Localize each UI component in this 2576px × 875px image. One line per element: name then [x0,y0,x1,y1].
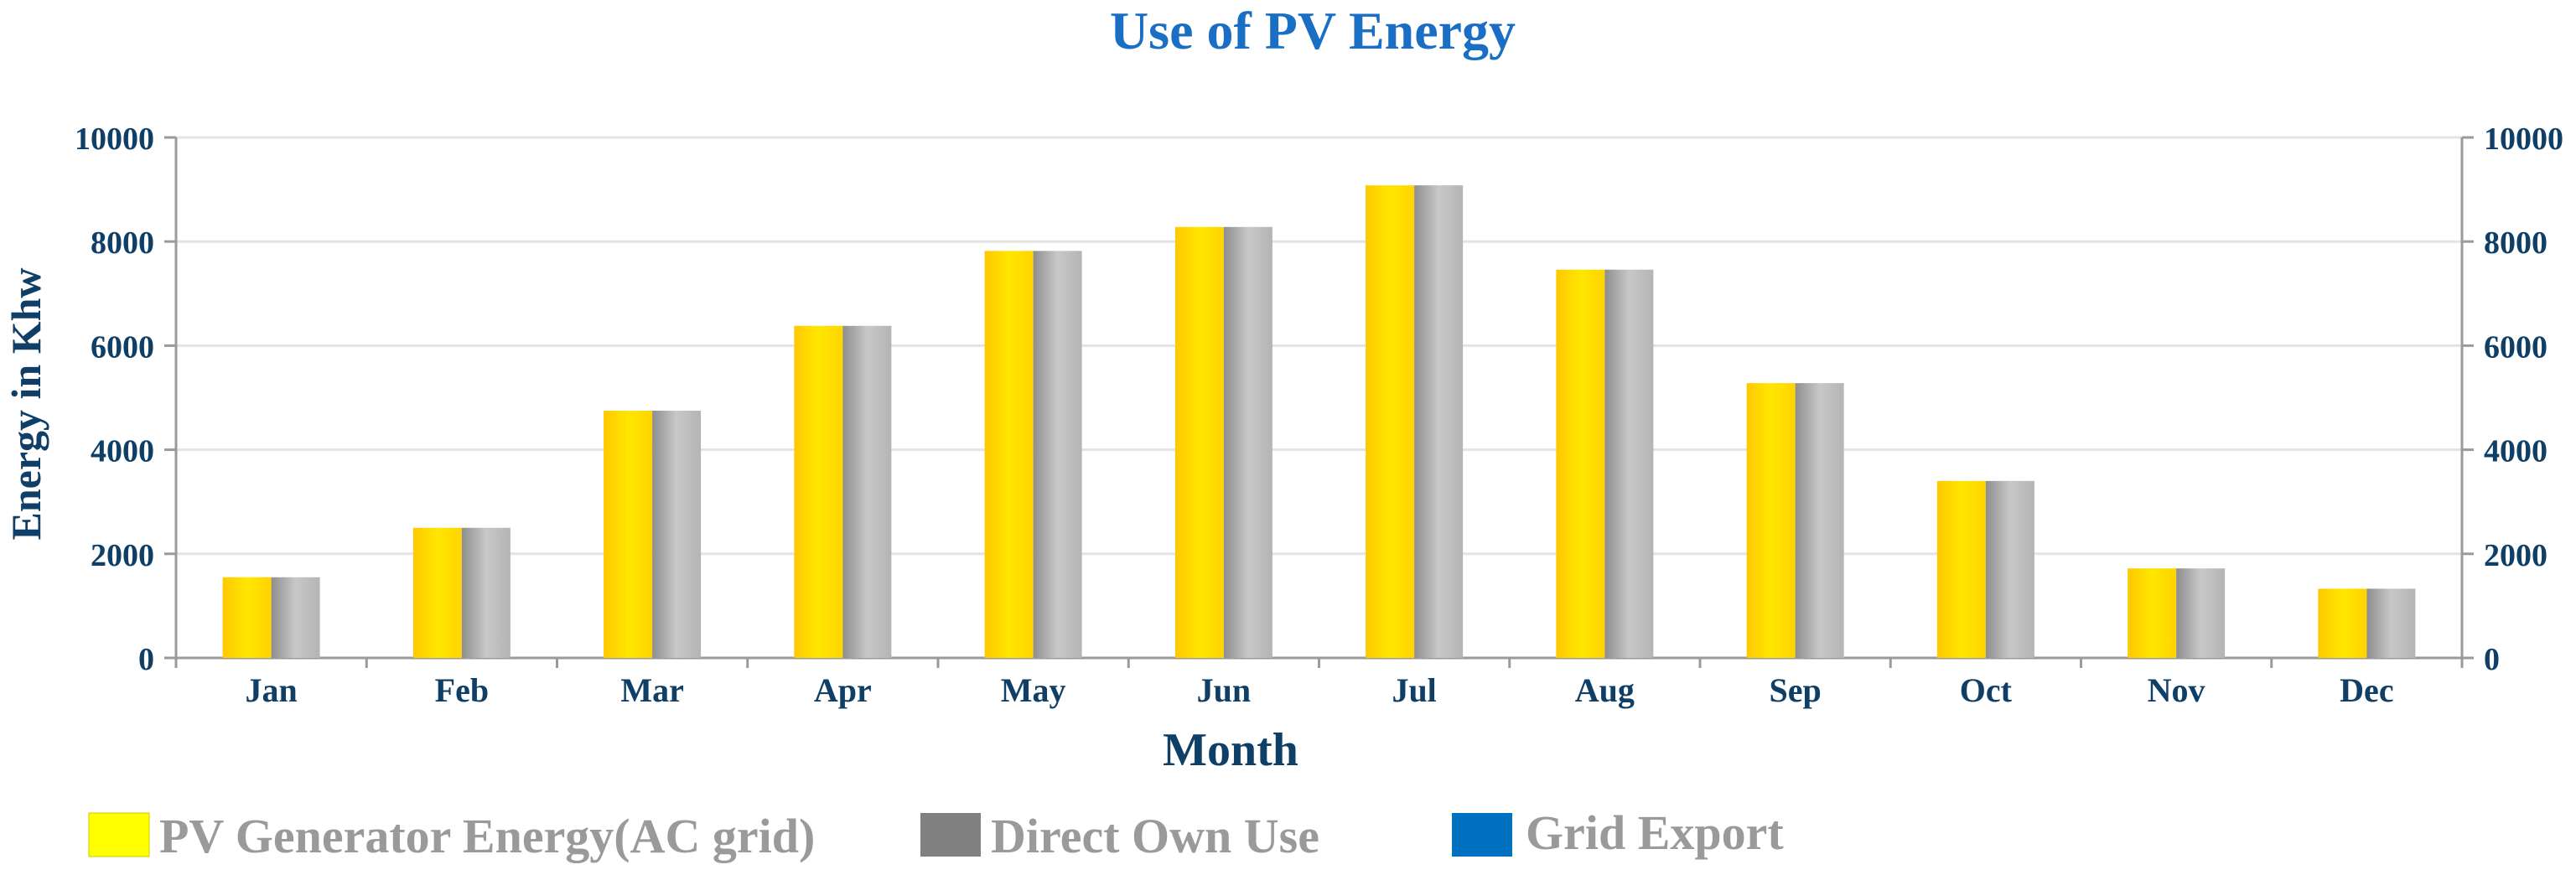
bar-direct-own-use-apr[interactable] [842,325,892,658]
secondary-y-tick-label: 0 [2484,642,2500,677]
legend-item-grid-export[interactable]: Grid Export [1452,805,1784,860]
secondary-y-tick-label: 8000 [2484,225,2547,261]
bar-pv-generator-energy-ac-grid-jun[interactable] [1174,226,1224,658]
x-tick-label: Jun [1197,671,1252,709]
bar-direct-own-use-jul[interactable] [1414,185,1464,658]
secondary-y-tick-label: 6000 [2484,329,2547,365]
bar-direct-own-use-dec[interactable] [2366,588,2416,658]
x-tick-label: May [1001,671,1066,709]
x-tick-label: Nov [2148,671,2205,709]
x-tick-label: Jan [246,671,298,709]
x-tick-label: Dec [2340,671,2393,709]
gridlines [176,136,2462,556]
bar-pv-generator-energy-ac-grid-may[interactable] [984,251,1034,658]
bar-direct-own-use-mar[interactable] [652,411,702,658]
bar-pv-generator-energy-ac-grid-jan[interactable] [222,577,272,658]
secondary-y-tick-label: 2000 [2484,538,2547,573]
x-tick-label: Sep [1770,671,1822,709]
bar-direct-own-use-oct[interactable] [1985,480,2034,658]
y-tick-label: 2000 [91,538,154,573]
bar-pv-generator-energy-ac-grid-oct[interactable] [1936,480,1986,658]
legend-label-grid-export: Grid Export [1526,805,1784,860]
y-tick-labels: 0 2000 4000 6000 8000 10000 [75,122,176,677]
legend-label-pv: PV Generator Energy(AC grid) [159,809,815,863]
bar-direct-own-use-nov[interactable] [2176,568,2226,658]
bar-pv-generator-energy-ac-grid-jul[interactable] [1366,185,1415,658]
bar-pv-generator-energy-ac-grid-nov[interactable] [2128,568,2177,658]
x-tick-label: Aug [1575,671,1635,709]
x-axis-title: Month [1163,724,1298,776]
legend-swatch-grid-export [1452,813,1512,857]
legend-label-direct-own-use: Direct Own Use [991,809,1319,863]
bar-pv-generator-energy-ac-grid-feb[interactable] [412,527,462,658]
x-tick-label: Jul [1392,671,1436,709]
bar-pv-generator-energy-ac-grid-mar[interactable] [604,411,653,658]
bar-pv-generator-energy-ac-grid-sep[interactable] [1746,383,1796,658]
bars [222,185,2416,658]
y-tick-label: 6000 [91,329,154,365]
y-axis-title: Energy in Khw [3,267,49,540]
x-tick-label: Oct [1960,671,2013,709]
chart-title: Use of PV Energy [1110,1,1516,60]
bar-direct-own-use-sep[interactable] [1795,383,1844,658]
bar-direct-own-use-feb[interactable] [461,527,511,658]
legend-swatch-direct-own-use [920,813,981,857]
legend: PV Generator Energy(AC grid) Direct Own … [88,805,1784,863]
x-tick-labels: Jan Feb Mar Apr May Jun Jul Aug Sep Oct Nov Dec [174,658,2464,709]
y-tick-label: 8000 [91,225,154,261]
bar-pv-generator-energy-ac-grid-aug[interactable] [1556,269,1605,658]
x-tick-label: Mar [620,671,684,709]
secondary-y-tick-label: 4000 [2484,434,2547,469]
x-tick-label: Apr [814,671,872,709]
bar-pv-generator-energy-ac-grid-apr[interactable] [794,325,843,658]
secondary-y-tick-label: 10000 [2484,122,2563,157]
bar-direct-own-use-may[interactable] [1033,251,1082,658]
x-tick-label: Feb [435,671,489,709]
legend-item-direct-own-use[interactable]: Direct Own Use [920,809,1319,863]
y-tick-label: 4000 [91,434,154,469]
secondary-y-tick-labels: 0 2000 4000 6000 8000 10000 [2462,122,2563,677]
bar-direct-own-use-jan[interactable] [271,577,320,658]
bar-direct-own-use-jun[interactable] [1223,226,1272,658]
y-tick-label: 10000 [75,122,154,157]
legend-item-pv[interactable]: PV Generator Energy(AC grid) [88,809,815,863]
bar-direct-own-use-aug[interactable] [1604,269,1654,658]
y-tick-label: 0 [138,642,154,677]
legend-swatch-pv [88,812,150,857]
bar-pv-generator-energy-ac-grid-dec[interactable] [2318,588,2367,658]
